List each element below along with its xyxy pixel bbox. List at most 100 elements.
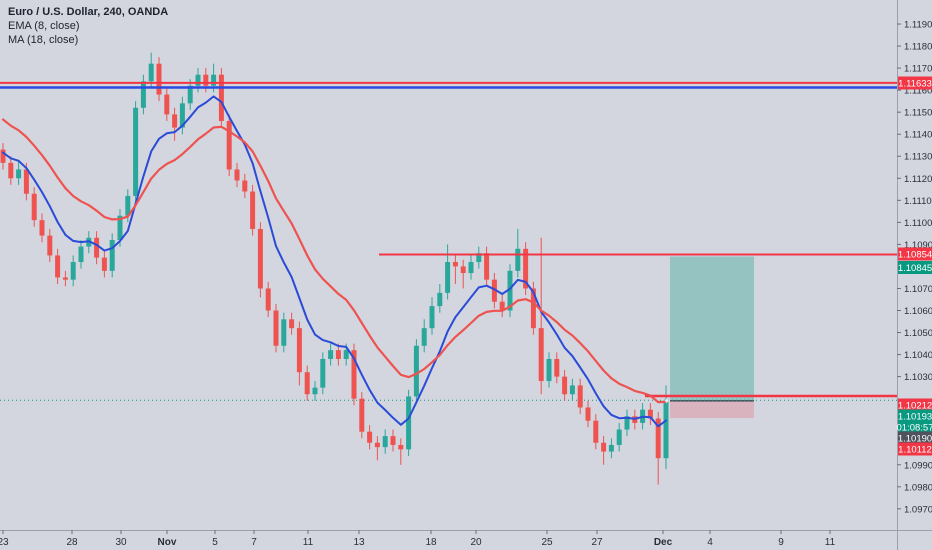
time-tick-label: 25: [541, 537, 553, 548]
position-profit-zone[interactable]: [670, 256, 754, 401]
candle-body: [156, 63, 162, 95]
candle-body: [234, 169, 240, 181]
legend-ma-indicator[interactable]: MA (18, close): [8, 34, 79, 46]
candle-body: [445, 262, 451, 293]
candle-body: [491, 279, 497, 302]
candle-body: [117, 215, 123, 240]
candle-body: [546, 358, 552, 382]
time-tick-label: 18: [425, 537, 437, 548]
candle-body: [335, 350, 341, 359]
candle-body: [538, 328, 544, 382]
time-tick-label: Nov: [158, 537, 177, 548]
candle-body: [562, 376, 568, 395]
candle-body: [55, 255, 61, 278]
time-tick-label: Dec: [654, 537, 673, 548]
price-tick-label: 1.11900: [904, 20, 932, 31]
candle-body: [523, 248, 529, 289]
candle-body: [351, 350, 357, 399]
price-tick-label: 1.09900: [904, 460, 932, 471]
legend-ema-indicator[interactable]: EMA (8, close): [8, 20, 80, 32]
price-label-chip: [898, 398, 932, 412]
candle-body: [265, 288, 271, 311]
price-label-chip: [898, 431, 932, 445]
symbol-title[interactable]: Euro / U.S. Dollar, 240, OANDA: [8, 6, 169, 18]
candle-body: [289, 319, 295, 329]
price-tick-label: 1.09700: [904, 504, 932, 515]
candle-body: [468, 262, 474, 274]
candle-body: [250, 191, 256, 229]
ma-line[interactable]: [1, 118, 668, 404]
candle-body: [195, 74, 201, 86]
candle-body: [569, 385, 575, 395]
candle-body: [601, 442, 607, 452]
candle-body: [577, 385, 583, 408]
price-label-chip: [898, 76, 932, 90]
candle-body: [164, 94, 170, 115]
price-label-chips: 1.11633 1.10854 1.10845 1.102121.1019301:08…: [897, 76, 932, 456]
candle-body: [242, 180, 248, 192]
candle-body: [624, 416, 630, 430]
position-entry-marker-icon[interactable]: ✦: [663, 396, 671, 406]
candle-body: [476, 253, 482, 263]
candle-body: [133, 107, 139, 196]
candle-body: [16, 169, 22, 179]
time-tick-label: 9: [778, 537, 784, 548]
candle-body: [101, 257, 107, 271]
price-label-text: 1.10112: [898, 445, 932, 456]
time-tick-label: 4: [707, 537, 713, 548]
long-position-tool[interactable]: [670, 256, 754, 419]
price-label-text: 1.10845: [898, 263, 932, 274]
chart-legend: Euro / U.S. Dollar, 240, OANDA EMA (8, c…: [8, 5, 168, 47]
candle-body: [530, 288, 536, 329]
price-tick-label: 1.09800: [904, 482, 932, 493]
candle-body: [109, 239, 115, 271]
price-label-chip: [898, 442, 932, 456]
candle-body: [47, 235, 53, 256]
price-tick-label: 1.10300: [904, 372, 932, 383]
time-tick-label: 23: [0, 537, 9, 548]
price-tick-label: 1.10900: [904, 240, 932, 251]
ema-line[interactable]: [2, 95, 667, 428]
price-label-text: 1.10193: [898, 412, 932, 423]
candle-body: [203, 74, 209, 86]
horizontal-line-drawings[interactable]: [0, 81, 897, 398]
candle-body: [0, 149, 6, 163]
candle-body: [140, 81, 146, 108]
candle-body: [515, 248, 521, 271]
candle-body: [94, 237, 100, 258]
candle-body: [172, 114, 178, 128]
position-loss-zone[interactable]: [670, 400, 754, 419]
price-axis[interactable]: 1.11900 1.11800 1.11700 1.11600 1.11500 1.114…: [897, 20, 932, 516]
price-label-chip: [898, 420, 932, 434]
candle-body: [398, 444, 404, 450]
candle-body: [437, 292, 443, 307]
price-tick-label: 1.11200: [904, 174, 932, 185]
price-label-text: 1.10190: [898, 434, 932, 445]
time-tick-label: 28: [66, 537, 78, 548]
time-axis[interactable]: 23 28 30 Nov 5 7 11 13 18 20 25 27 Dec 4 9 11: [0, 530, 836, 548]
candle-body: [23, 169, 29, 194]
price-label-chip: [898, 261, 932, 274]
price-tick-label: 1.11600: [904, 86, 932, 97]
candle-body: [585, 407, 591, 421]
price-label-text: 1.10854: [898, 250, 932, 261]
candle-body: [359, 398, 365, 432]
candle-body: [413, 345, 419, 397]
candle-body: [62, 277, 68, 280]
candle-body: [257, 228, 263, 289]
candle-body: [296, 328, 302, 373]
time-tick-label: 20: [470, 537, 482, 548]
candle-body: [70, 262, 76, 280]
candle-body: [273, 310, 279, 346]
price-tick-label: 1.11800: [904, 42, 932, 53]
candle-body: [499, 301, 505, 311]
time-tick-label: 30: [115, 537, 127, 548]
candle-body: [226, 120, 232, 170]
candle-body: [125, 195, 131, 216]
candle-body: [343, 350, 349, 359]
candle-body: [507, 270, 513, 311]
